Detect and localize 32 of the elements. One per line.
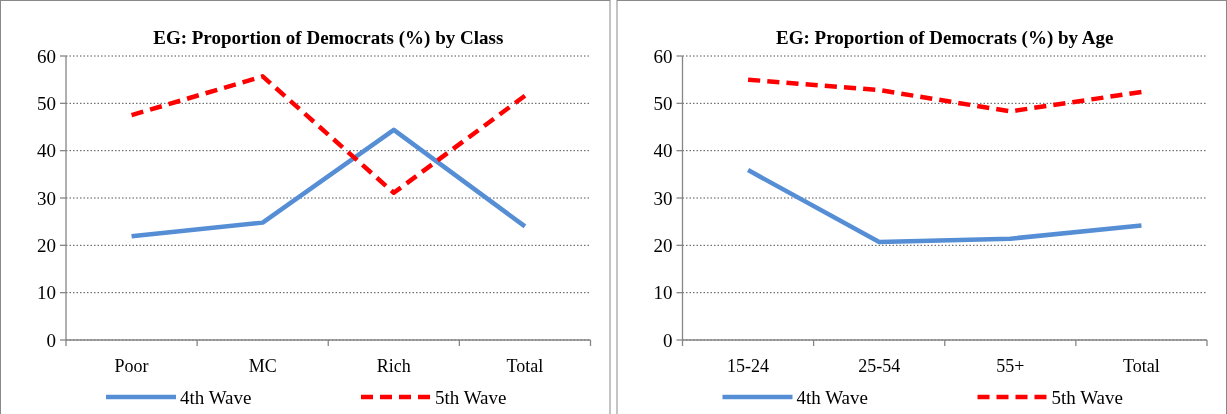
chart-title: EG: Proportion of Democrats (%) by Class: [153, 27, 504, 49]
y-tick-label: 20: [653, 234, 673, 256]
y-tick-label: 30: [37, 187, 56, 209]
x-tick-label: Rich: [376, 356, 411, 376]
y-tick-label: 40: [653, 140, 673, 162]
chart-title: EG: Proportion of Democrats (%) by Age: [776, 27, 1114, 49]
y-tick-label: 0: [46, 329, 56, 351]
x-tick-label: Poor: [114, 356, 149, 376]
x-tick-label: Total: [1123, 356, 1160, 376]
legend-label: 4th Wave: [180, 386, 252, 408]
y-tick-label: 0: [663, 329, 673, 351]
x-tick-label: 55+: [996, 356, 1025, 376]
line-series: [129, 74, 528, 196]
y-tick-label: 60: [653, 45, 673, 67]
y-tick-label: 10: [37, 282, 56, 304]
y-tick-label: 40: [37, 140, 56, 162]
x-tick-label: 25-54: [858, 356, 901, 376]
x-tick-label: Total: [506, 356, 544, 376]
x-tick-label: MC: [248, 356, 277, 376]
y-tick-label: 50: [653, 92, 673, 114]
x-tick-label: 15-24: [727, 356, 770, 376]
y-tick-label: 50: [37, 92, 56, 114]
legend-label: 5th Wave: [1051, 386, 1123, 408]
line-series: [129, 127, 528, 239]
line-series: [745, 77, 1144, 114]
legend-label: 4th Wave: [796, 386, 868, 408]
y-tick-label: 30: [653, 187, 673, 209]
y-tick-label: 20: [37, 234, 56, 256]
y-tick-label: 10: [653, 282, 673, 304]
line-series: [745, 167, 1144, 245]
legend-label: 5th Wave: [435, 386, 507, 408]
y-tick-label: 60: [37, 45, 56, 67]
